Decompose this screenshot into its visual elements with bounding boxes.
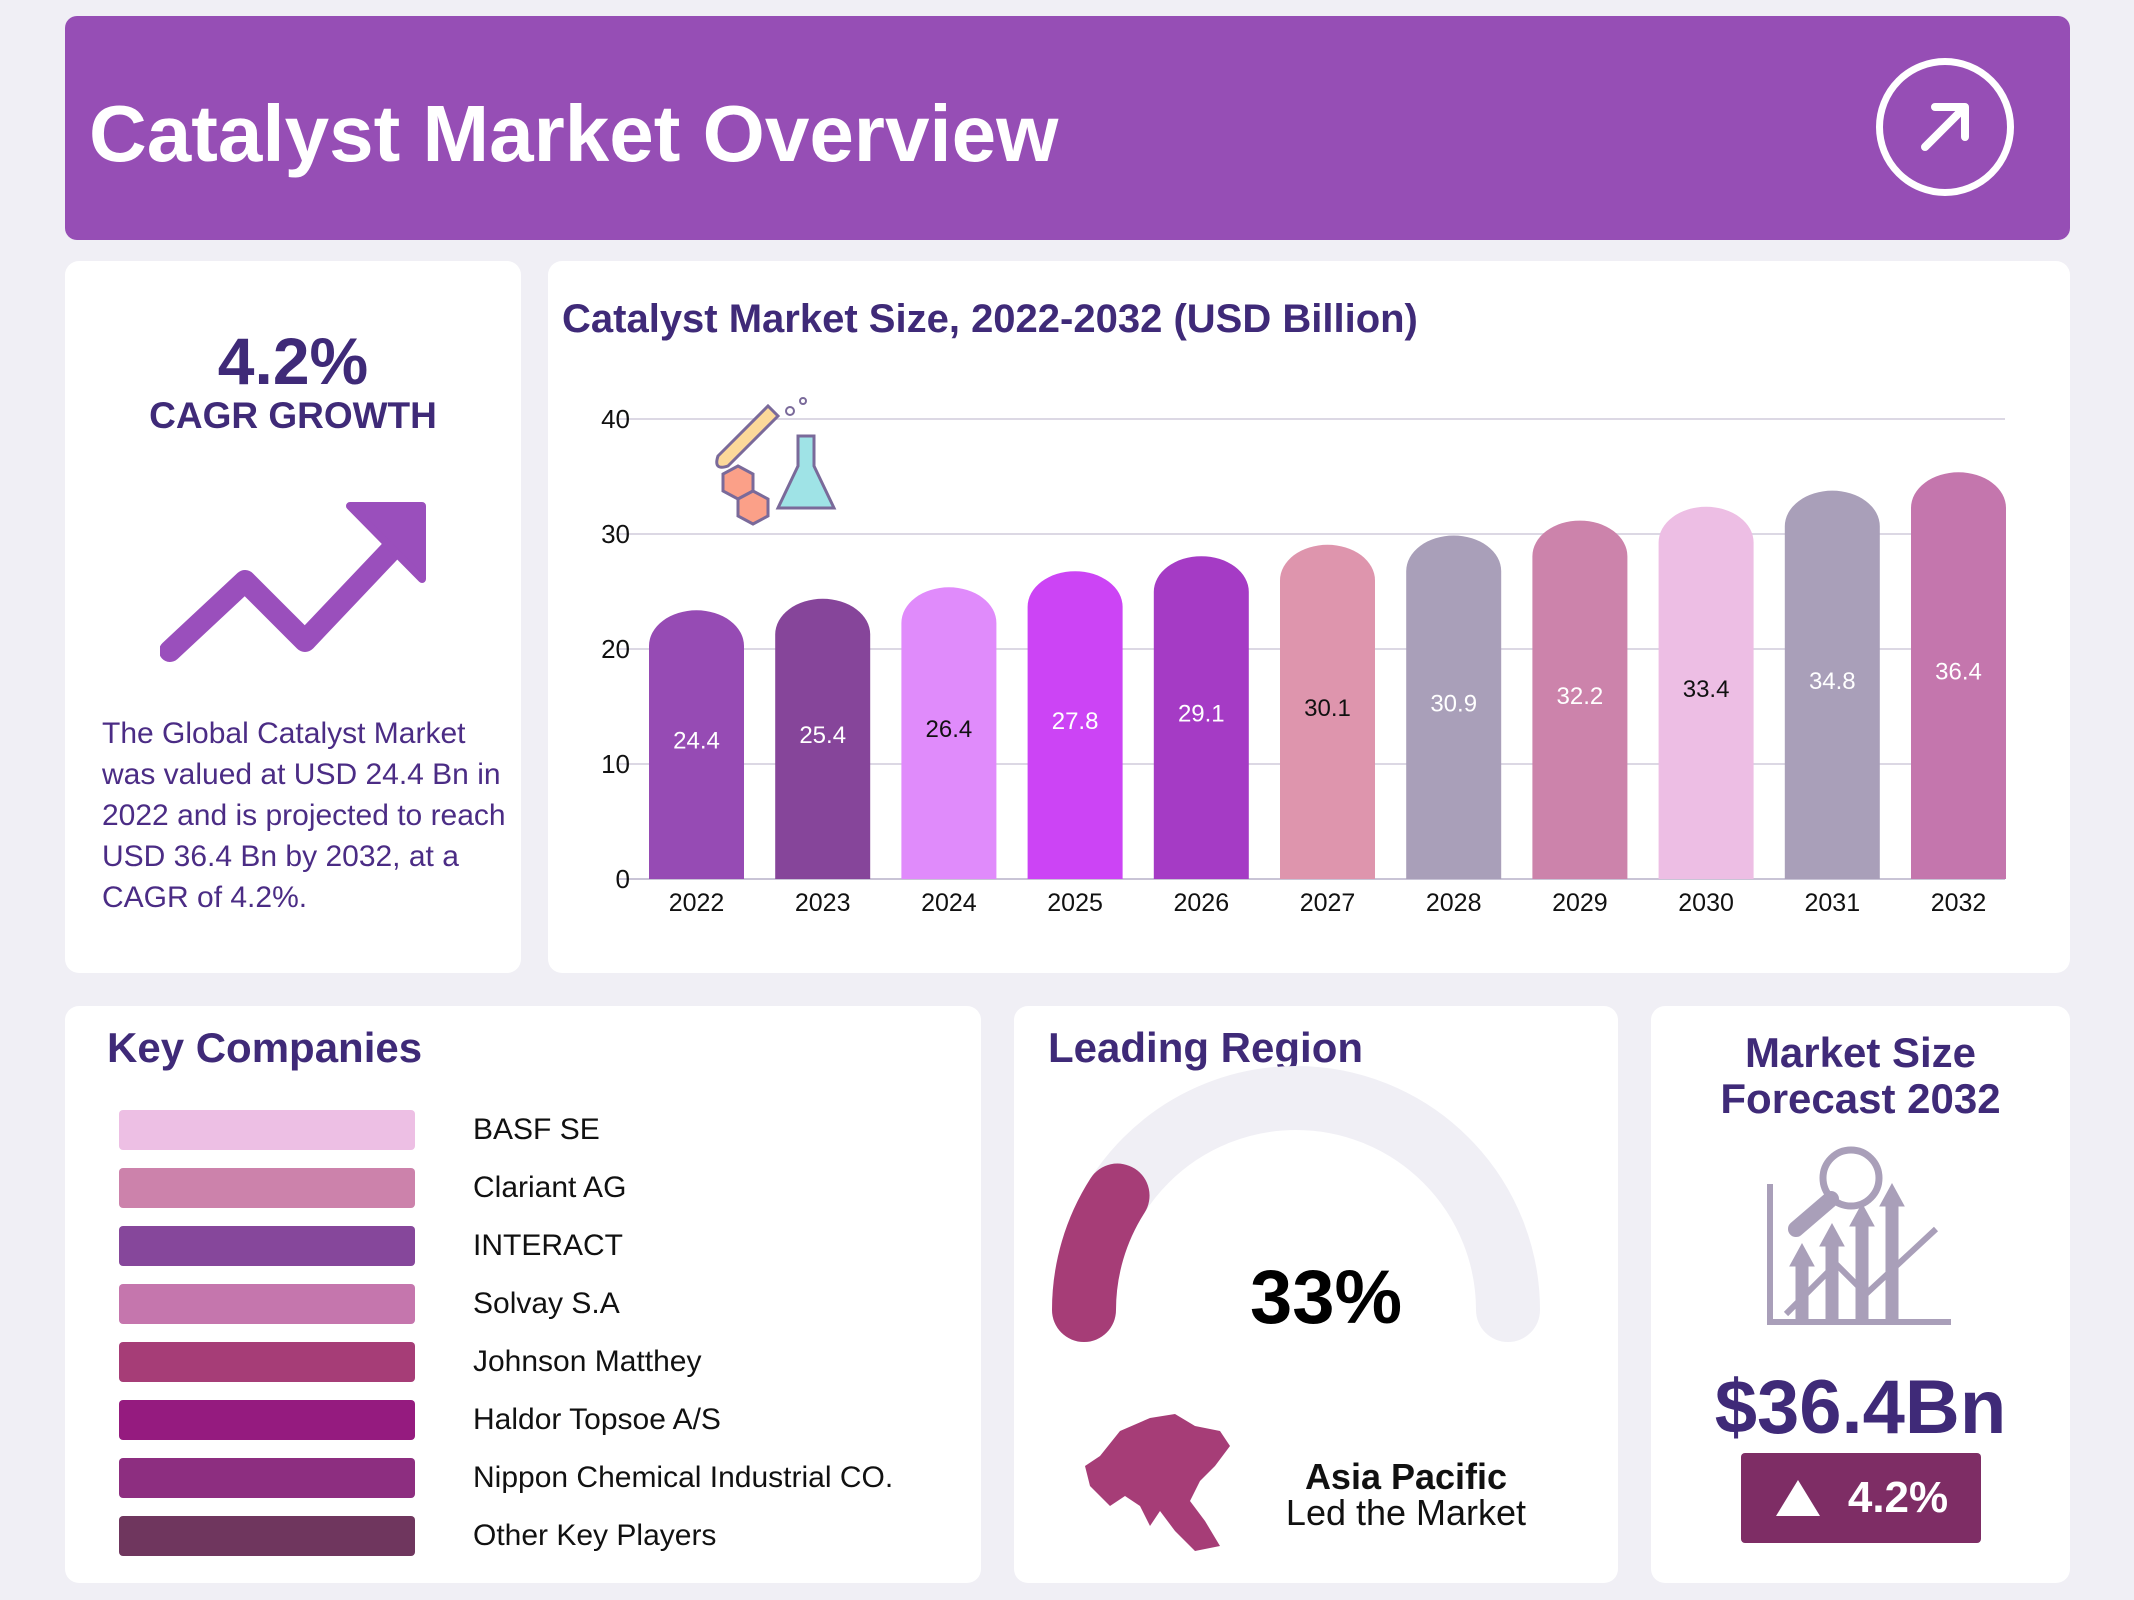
bar-value-label: 30.1 [1304, 695, 1351, 722]
bar-value-label: 32.2 [1557, 683, 1604, 710]
company-name: BASF SE [473, 1113, 600, 1146]
flask-icon [715, 397, 837, 526]
x-tick-label: 2027 [1300, 889, 1356, 917]
growth-badge: 4.2% [1741, 1453, 1981, 1543]
company-swatch [119, 1342, 415, 1382]
y-tick-label: 0 [616, 864, 630, 894]
company-item: Haldor Topsoe A/S [119, 1400, 721, 1440]
bar [1153, 556, 1249, 879]
bar [1532, 520, 1628, 879]
chart-title: Catalyst Market Size, 2022-2032 (USD Bil… [562, 297, 1418, 341]
bar-value-label: 30.9 [1430, 690, 1477, 717]
bar-value-label: 25.4 [799, 722, 846, 749]
arrow-up-right-circle-icon[interactable] [1876, 58, 2014, 196]
x-tick-label: 2029 [1552, 889, 1608, 917]
company-name: INTERACT [473, 1229, 623, 1262]
bar [775, 598, 871, 879]
x-tick-label: 2032 [1931, 889, 1987, 917]
bar-value-label: 36.4 [1935, 659, 1982, 686]
bar-chart: 01020304024.4202225.4202326.4202427.8202… [601, 397, 2006, 917]
company-name: Johnson Matthey [473, 1345, 702, 1378]
company-name: Clariant AG [473, 1171, 627, 1204]
triangle-up-icon [1775, 1480, 1820, 1516]
cagr-description: The Global Catalyst Market was valued at… [102, 717, 506, 914]
company-swatch [119, 1226, 415, 1266]
company-item: Clariant AG [119, 1168, 626, 1208]
asia-pacific-map-icon [1085, 1414, 1230, 1551]
bar-value-label: 26.4 [926, 716, 973, 743]
company-swatch [119, 1400, 415, 1440]
bar-value-label: 29.1 [1178, 701, 1225, 728]
header-banner: Catalyst Market Overview [65, 16, 2070, 240]
company-swatch [119, 1516, 415, 1556]
chart-magnifier-icon [1767, 1146, 1951, 1325]
company-item: INTERACT [119, 1226, 623, 1266]
chart-card: Catalyst Market Size, 2022-2032 (USD Bil… [548, 261, 2070, 973]
cagr-value: 4.2% [217, 324, 369, 398]
y-tick-label: 20 [601, 634, 630, 664]
company-name: Solvay S.A [473, 1287, 620, 1320]
company-swatch [119, 1110, 415, 1150]
growth-value: 4.2% [1847, 1473, 1949, 1522]
leading-region-card: Leading Region 33% Asia Pacific Led the … [1014, 1006, 1618, 1583]
page-title: Catalyst Market Overview [89, 89, 1059, 178]
forecast-title-line1: Market Size [1744, 1029, 1977, 1076]
key-companies-title: Key Companies [107, 1024, 423, 1071]
bar [1406, 535, 1502, 879]
company-item: Solvay S.A [119, 1284, 620, 1324]
company-swatch [119, 1284, 415, 1324]
company-name: Other Key Players [473, 1519, 717, 1552]
bar-value-label: 27.8 [1052, 708, 1099, 735]
company-swatch [119, 1168, 415, 1208]
bar-value-label: 24.4 [673, 728, 720, 755]
x-tick-label: 2023 [795, 889, 851, 917]
company-name: Nippon Chemical Industrial CO. [473, 1461, 894, 1494]
trend-up-arrow-icon [160, 502, 426, 662]
company-item: Johnson Matthey [119, 1342, 701, 1382]
bar [1027, 571, 1123, 879]
x-tick-label: 2025 [1047, 889, 1103, 917]
bar [649, 610, 744, 879]
bar [1280, 544, 1375, 879]
x-tick-label: 2028 [1426, 889, 1482, 917]
x-tick-label: 2031 [1804, 889, 1860, 917]
bar [1911, 472, 2006, 879]
forecast-card: Market Size Forecast 2032 $36.4Bn 4.2% [1651, 1006, 2070, 1583]
bar-value-label: 33.4 [1683, 676, 1730, 703]
x-tick-label: 2026 [1173, 889, 1229, 917]
y-tick-label: 30 [601, 519, 630, 549]
company-item: Nippon Chemical Industrial CO. [119, 1458, 893, 1498]
region-gauge [1052, 1066, 1540, 1342]
company-name: Haldor Topsoe A/S [473, 1403, 721, 1436]
bar [1784, 490, 1880, 879]
leading-region-title: Leading Region [1048, 1024, 1363, 1071]
y-tick-label: 10 [601, 749, 630, 779]
bar [1658, 506, 1754, 879]
region-name: Asia Pacific [1304, 1456, 1508, 1497]
x-tick-label: 2030 [1678, 889, 1734, 917]
forecast-value: $36.4Bn [1714, 1365, 2007, 1450]
cagr-label: CAGR GROWTH [149, 395, 437, 436]
bar-value-label: 34.8 [1809, 668, 1856, 695]
region-caption: Led the Market [1285, 1492, 1527, 1533]
company-item: Other Key Players [119, 1516, 716, 1556]
company-swatch [119, 1458, 415, 1498]
key-companies-card: Key Companies BASF SE Clariant AG INTERACT… [65, 1006, 981, 1583]
x-tick-label: 2022 [669, 889, 725, 917]
bar [901, 587, 997, 879]
cagr-card: 4.2% CAGR GROWTH The Global Catalyst Mar… [65, 261, 521, 973]
x-tick-label: 2024 [921, 889, 977, 917]
gauge-fill [1052, 1163, 1150, 1342]
forecast-title-line2: Forecast 2032 [1720, 1075, 2001, 1122]
region-share: 33% [1249, 1255, 1403, 1340]
company-item: BASF SE [119, 1110, 600, 1150]
y-tick-label: 40 [601, 404, 630, 434]
